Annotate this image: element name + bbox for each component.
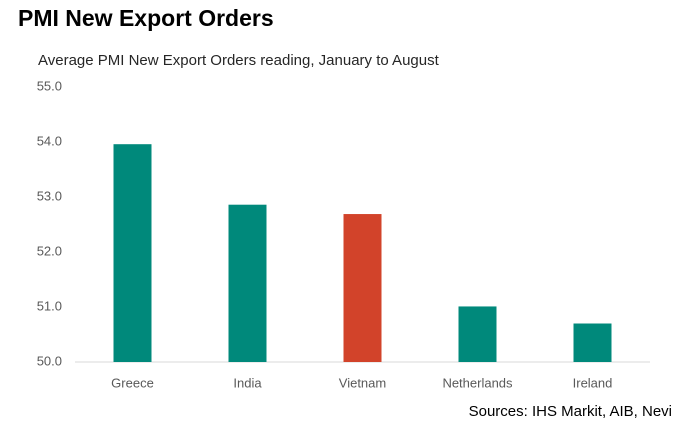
bar: [573, 323, 612, 362]
chart-subtitle: Average PMI New Export Orders reading, J…: [38, 52, 440, 69]
y-tick-label: 51.0: [37, 298, 62, 313]
x-tick-label: India: [233, 375, 262, 390]
bar: [113, 144, 152, 362]
x-tick-label: Vietnam: [339, 375, 386, 390]
y-tick-label: 50.0: [37, 353, 62, 368]
x-tick-label: Netherlands: [442, 375, 513, 390]
bar: [458, 306, 497, 362]
chart-title: PMI New Export Orders: [18, 5, 274, 31]
y-tick-label: 54.0: [37, 133, 62, 148]
y-tick-label: 55.0: [37, 78, 62, 93]
y-tick-label: 53.0: [37, 188, 62, 203]
bar: [228, 204, 267, 362]
source-note: Sources: IHS Markit, AIB, Nevi: [469, 403, 672, 420]
y-tick-label: 52.0: [37, 243, 62, 258]
x-tick-label: Greece: [111, 375, 154, 390]
x-tick-label: Ireland: [573, 375, 613, 390]
bar: [343, 214, 382, 362]
